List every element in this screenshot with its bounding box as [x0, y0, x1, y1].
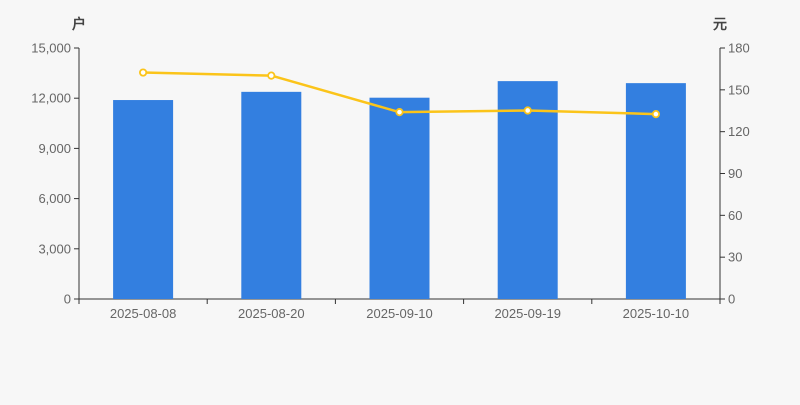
- right-axis-unit-label: 元: [713, 16, 727, 32]
- line-point-marker: [523, 106, 532, 115]
- right-axis-tick-label: 60: [728, 208, 742, 223]
- left-axis-tick-label: 3,000: [38, 241, 71, 256]
- bar: [241, 91, 302, 299]
- left-axis-unit-label: 户: [72, 16, 86, 32]
- x-axis-category-label: 2025-08-20: [238, 306, 305, 321]
- left-axis-tick-label: 6,000: [38, 191, 71, 206]
- right-axis-tick-label: 150: [728, 82, 750, 97]
- left-axis-tick-label: 12,000: [31, 91, 71, 106]
- bar: [625, 83, 686, 299]
- line-point-marker: [651, 109, 661, 119]
- bar: [497, 81, 558, 299]
- line-point-marker: [395, 108, 404, 117]
- right-axis-tick-label: 90: [728, 166, 742, 181]
- left-axis-tick-label: 15,000: [31, 41, 71, 56]
- x-axis-category-label: 2025-09-19: [494, 306, 561, 321]
- right-axis-tick-label: 30: [728, 250, 742, 265]
- bar: [369, 97, 430, 299]
- line-point-marker: [139, 68, 148, 77]
- left-axis-tick-label: 0: [64, 292, 71, 307]
- right-axis-tick-label: 0: [728, 292, 735, 307]
- x-axis-category-label: 2025-08-08: [110, 306, 177, 321]
- x-axis-category-label: 2025-09-10: [366, 306, 433, 321]
- bar: [113, 100, 174, 299]
- line-point-marker: [267, 71, 276, 80]
- right-axis-tick-label: 120: [728, 124, 750, 139]
- x-axis-category-label: 2025-10-10: [623, 306, 690, 321]
- left-axis-tick-label: 9,000: [38, 141, 71, 156]
- right-axis-tick-label: 180: [728, 41, 750, 56]
